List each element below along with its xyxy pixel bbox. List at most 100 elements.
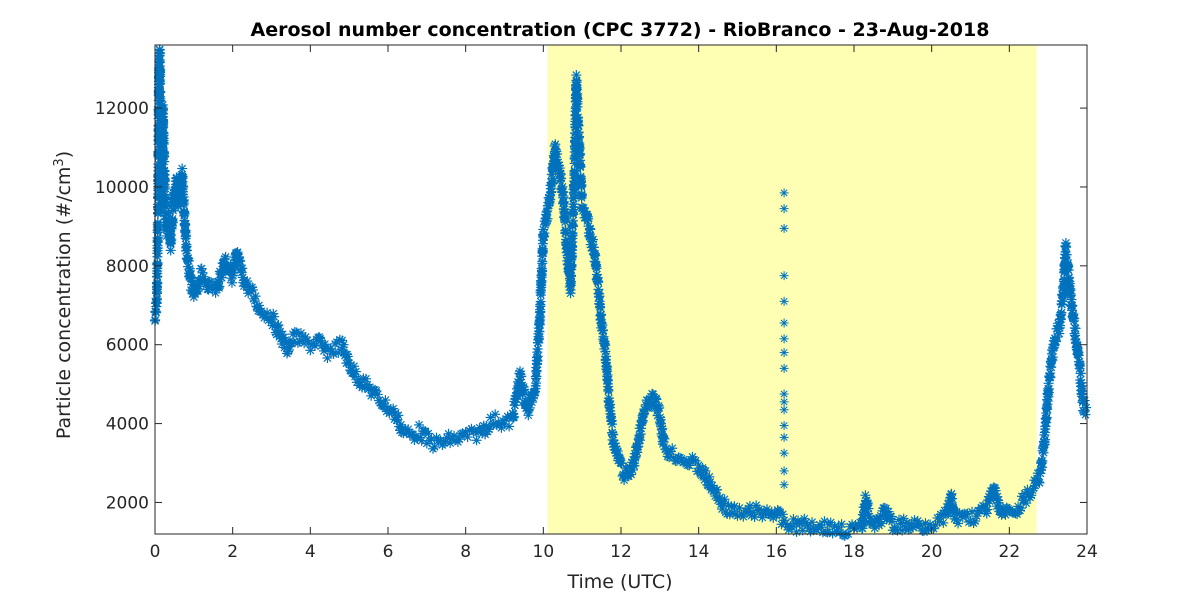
daytime-highlight-band	[547, 45, 1037, 534]
x-tick-label: 20	[921, 542, 943, 562]
y-axis-label-superscript: 3	[52, 158, 67, 166]
x-tick-label: 4	[305, 542, 316, 562]
data-point	[393, 410, 404, 421]
data-point	[659, 433, 670, 444]
data-point	[179, 208, 190, 219]
data-point	[1045, 372, 1056, 383]
x-tick-label: 16	[766, 542, 788, 562]
data-point	[157, 104, 168, 115]
data-point	[556, 173, 567, 184]
data-point	[380, 395, 391, 406]
data-point	[836, 519, 847, 530]
data-point	[177, 171, 188, 182]
data-point	[938, 517, 949, 528]
data-point	[166, 234, 177, 245]
data-point	[226, 277, 237, 288]
data-point	[629, 460, 640, 471]
data-point	[1038, 447, 1049, 458]
data-point	[1034, 477, 1045, 488]
data-point	[155, 76, 166, 87]
data-point	[585, 224, 596, 235]
data-point	[532, 351, 543, 362]
data-point	[575, 161, 586, 172]
x-axis-label: Time (UTC)	[566, 571, 672, 593]
x-tick-label: 0	[150, 542, 161, 562]
data-point	[504, 421, 515, 432]
data-point	[947, 493, 958, 504]
data-point	[657, 423, 668, 434]
data-point	[350, 366, 361, 377]
data-point	[607, 419, 618, 430]
data-point	[1075, 368, 1086, 379]
x-tick-label: 22	[999, 542, 1021, 562]
data-point	[1070, 323, 1081, 334]
data-point	[235, 256, 246, 267]
data-series	[150, 44, 1092, 541]
data-point	[1077, 386, 1088, 397]
data-point	[508, 411, 519, 422]
data-point	[178, 182, 189, 193]
x-tick-label: 2	[227, 542, 238, 562]
data-point	[654, 402, 665, 413]
x-tick-label: 14	[688, 542, 710, 562]
x-tick-label: 8	[460, 542, 471, 562]
data-point	[542, 213, 553, 224]
data-point	[160, 194, 171, 205]
data-point	[1037, 455, 1048, 466]
y-axis-label-suffix: )	[53, 151, 75, 158]
y-tick-label: 6000	[106, 336, 149, 356]
data-point	[608, 429, 619, 440]
data-point	[237, 263, 248, 274]
data-point	[601, 351, 612, 362]
y-tick-label: 8000	[106, 257, 149, 277]
data-point	[152, 271, 163, 282]
data-point	[214, 281, 225, 292]
data-point	[1067, 300, 1078, 311]
data-point	[567, 230, 578, 241]
data-point	[982, 504, 993, 515]
data-point	[576, 189, 587, 200]
y-tick-label: 10000	[95, 178, 149, 198]
x-tick-label: 10	[533, 542, 555, 562]
data-point	[516, 371, 527, 382]
data-point	[158, 139, 169, 150]
y-axis-label: Particle concentration (#/cm3)	[52, 151, 76, 439]
y-tick-label: 12000	[95, 99, 149, 119]
data-point	[158, 117, 169, 128]
data-point	[572, 101, 583, 112]
x-tick-label: 18	[843, 542, 865, 562]
data-point	[519, 384, 530, 395]
data-point	[1081, 402, 1092, 413]
y-tick-label: 2000	[106, 493, 149, 513]
x-tick-label: 6	[383, 542, 394, 562]
data-point	[322, 353, 333, 364]
data-point	[269, 311, 280, 322]
data-point	[576, 179, 587, 190]
chart-title: Aerosol number concentration (CPC 3772) …	[251, 19, 990, 41]
data-point	[490, 409, 501, 420]
data-point	[159, 156, 170, 167]
data-point	[220, 251, 231, 262]
y-tick-label: 4000	[106, 415, 149, 435]
data-point	[180, 219, 191, 230]
data-point	[1079, 395, 1090, 406]
data-point	[273, 319, 284, 330]
data-point	[182, 245, 193, 256]
data-points-dense	[150, 44, 1092, 541]
data-point	[219, 253, 230, 264]
y-axis-label-main: Particle concentration (#/cm	[53, 167, 75, 440]
data-point	[1047, 352, 1058, 363]
data-point	[552, 149, 563, 160]
data-point	[651, 394, 662, 405]
data-point	[667, 443, 678, 454]
data-point	[1040, 434, 1051, 445]
data-point	[338, 339, 349, 350]
data-point	[183, 255, 194, 266]
data-point	[1069, 313, 1080, 324]
data-point	[596, 309, 607, 320]
data-point	[180, 230, 191, 241]
data-point	[154, 44, 165, 55]
data-point	[250, 291, 261, 302]
x-tick-label: 24	[1076, 542, 1098, 562]
